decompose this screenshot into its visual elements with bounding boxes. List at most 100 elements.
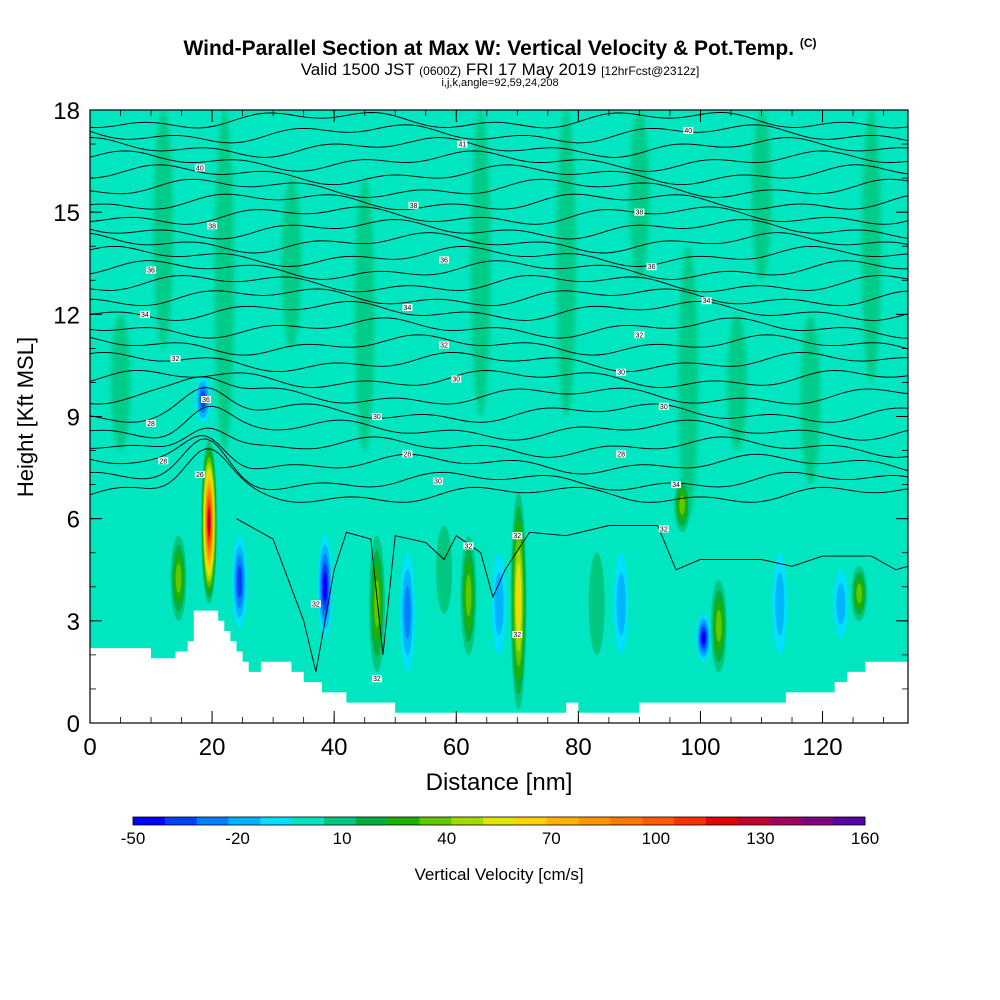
theta-contour (90, 206, 908, 225)
updraft-cell (175, 563, 182, 594)
contour-label-bg (439, 341, 450, 349)
x-axis-label: Distance [nm] (426, 769, 573, 796)
contour-label: 32 (440, 342, 448, 349)
theta-contour (90, 232, 908, 254)
theta-contour (90, 178, 908, 198)
y-axis-label: Height [Kft MSL] (13, 337, 38, 497)
theta-contour (90, 124, 908, 144)
colorbar-segment (133, 817, 166, 825)
colorbar-segment (419, 817, 452, 825)
contour-label-bg (139, 310, 150, 318)
contour-label: 28 (404, 451, 412, 458)
colorbar-tick-label: 40 (437, 829, 456, 848)
theta-contour (90, 300, 908, 321)
upper-band (861, 110, 882, 383)
colorbar-segment (578, 817, 611, 825)
theta-contour (90, 193, 908, 211)
contour-label: 34 (404, 305, 412, 312)
colorbar-segment (801, 817, 834, 825)
x-tick-label: 80 (565, 734, 592, 761)
contour-label-bg (200, 395, 211, 403)
upper-band (800, 314, 821, 485)
contour-label-bg (194, 470, 205, 478)
contour-label: 34 (141, 312, 149, 319)
downdraft-cell (616, 572, 626, 636)
contour-label: 26 (196, 472, 204, 479)
colorbar-tick-label: 130 (746, 829, 774, 848)
updraft-cell (374, 580, 380, 628)
contour-label-bg (463, 542, 474, 550)
contour-label: 30 (373, 414, 381, 421)
colorbar-segment (260, 817, 293, 825)
upper-band (470, 110, 491, 417)
upper-band (354, 178, 375, 451)
contour-label-bg (207, 222, 218, 230)
colorbar-segment (387, 817, 420, 825)
downdraft-cell (775, 572, 785, 636)
upper-band (678, 246, 699, 519)
upper-bands (110, 110, 882, 519)
contour-label-bg (194, 164, 205, 172)
contour-label: 30 (452, 377, 460, 384)
y-tick-label: 12 (53, 302, 80, 329)
x-tick-label: 20 (199, 734, 226, 761)
chart-subtitle: Valid 1500 JST (0600Z) FRI 17 May 2019 [… (0, 60, 1000, 80)
contour-label: 32 (172, 356, 180, 363)
updraft-cell (716, 609, 722, 642)
theta-contour (236, 518, 908, 673)
contour-label-bg (646, 263, 657, 271)
downdraft-cell (237, 565, 243, 598)
contour-label: 32 (513, 632, 521, 639)
theta-contour (90, 387, 908, 423)
contour-label: 36 (440, 257, 448, 264)
contour-label: 32 (660, 526, 668, 533)
updraft-cell (436, 525, 452, 615)
contour-label-bg (402, 450, 413, 458)
contour-label-bg (170, 355, 181, 363)
upper-band (153, 110, 174, 349)
theta-contour (90, 438, 908, 491)
theta-contour (90, 351, 908, 373)
colorbar-segment (514, 817, 548, 825)
contour-label: 38 (410, 203, 418, 210)
contour-label: 30 (617, 370, 625, 377)
colorbar-segment (610, 817, 643, 825)
contour-label-bg (371, 413, 382, 420)
contour-label: 36 (147, 268, 155, 275)
contour-label-bg (634, 208, 645, 216)
chart-title: Wind-Parallel Section at Max W: Vertical… (0, 36, 1000, 61)
colorbar-segment (546, 817, 579, 825)
forecast-info: [12hrFcst@2312z] (601, 64, 700, 78)
plot-area: 36 34 36 38 40 41 38 36 34 32 30 30 28 30 32 28 28 26 40 38… (90, 110, 908, 723)
contour-label: 40 (684, 128, 692, 135)
contour-label-bg (158, 457, 169, 465)
y-tick-label: 18 (53, 98, 80, 125)
theta-contour (90, 112, 908, 129)
contour-label: 30 (660, 404, 668, 411)
updraft-cell (856, 584, 862, 604)
x-tick-label: 100 (680, 734, 720, 761)
colorbar-segment (674, 817, 707, 825)
theta-contour (90, 427, 908, 458)
theta-contour (90, 288, 908, 307)
colorbar-segment (451, 817, 484, 825)
contour-label: 32 (373, 676, 381, 683)
colorbar-segment (642, 817, 675, 825)
updraft-cell (207, 513, 211, 532)
upper-band (629, 110, 650, 281)
contour-label-bg (146, 266, 157, 274)
updraft-cell (465, 574, 472, 617)
theta-contour (90, 260, 908, 280)
terrain-profile (90, 610, 908, 723)
colorbar-frame (132, 816, 866, 826)
valid-date: FRI 17 May 2019 (465, 60, 597, 79)
contour-label: 32 (513, 533, 521, 540)
theta-contour (90, 448, 908, 503)
contour-label-bg (683, 126, 694, 134)
contour-label: 32 (465, 543, 473, 550)
x-tick-label: 40 (321, 734, 348, 761)
theta-contour (90, 137, 908, 158)
downdraft-cell (701, 631, 706, 645)
contour-label-bg (512, 532, 523, 540)
y-tick-label: 6 (67, 507, 80, 534)
